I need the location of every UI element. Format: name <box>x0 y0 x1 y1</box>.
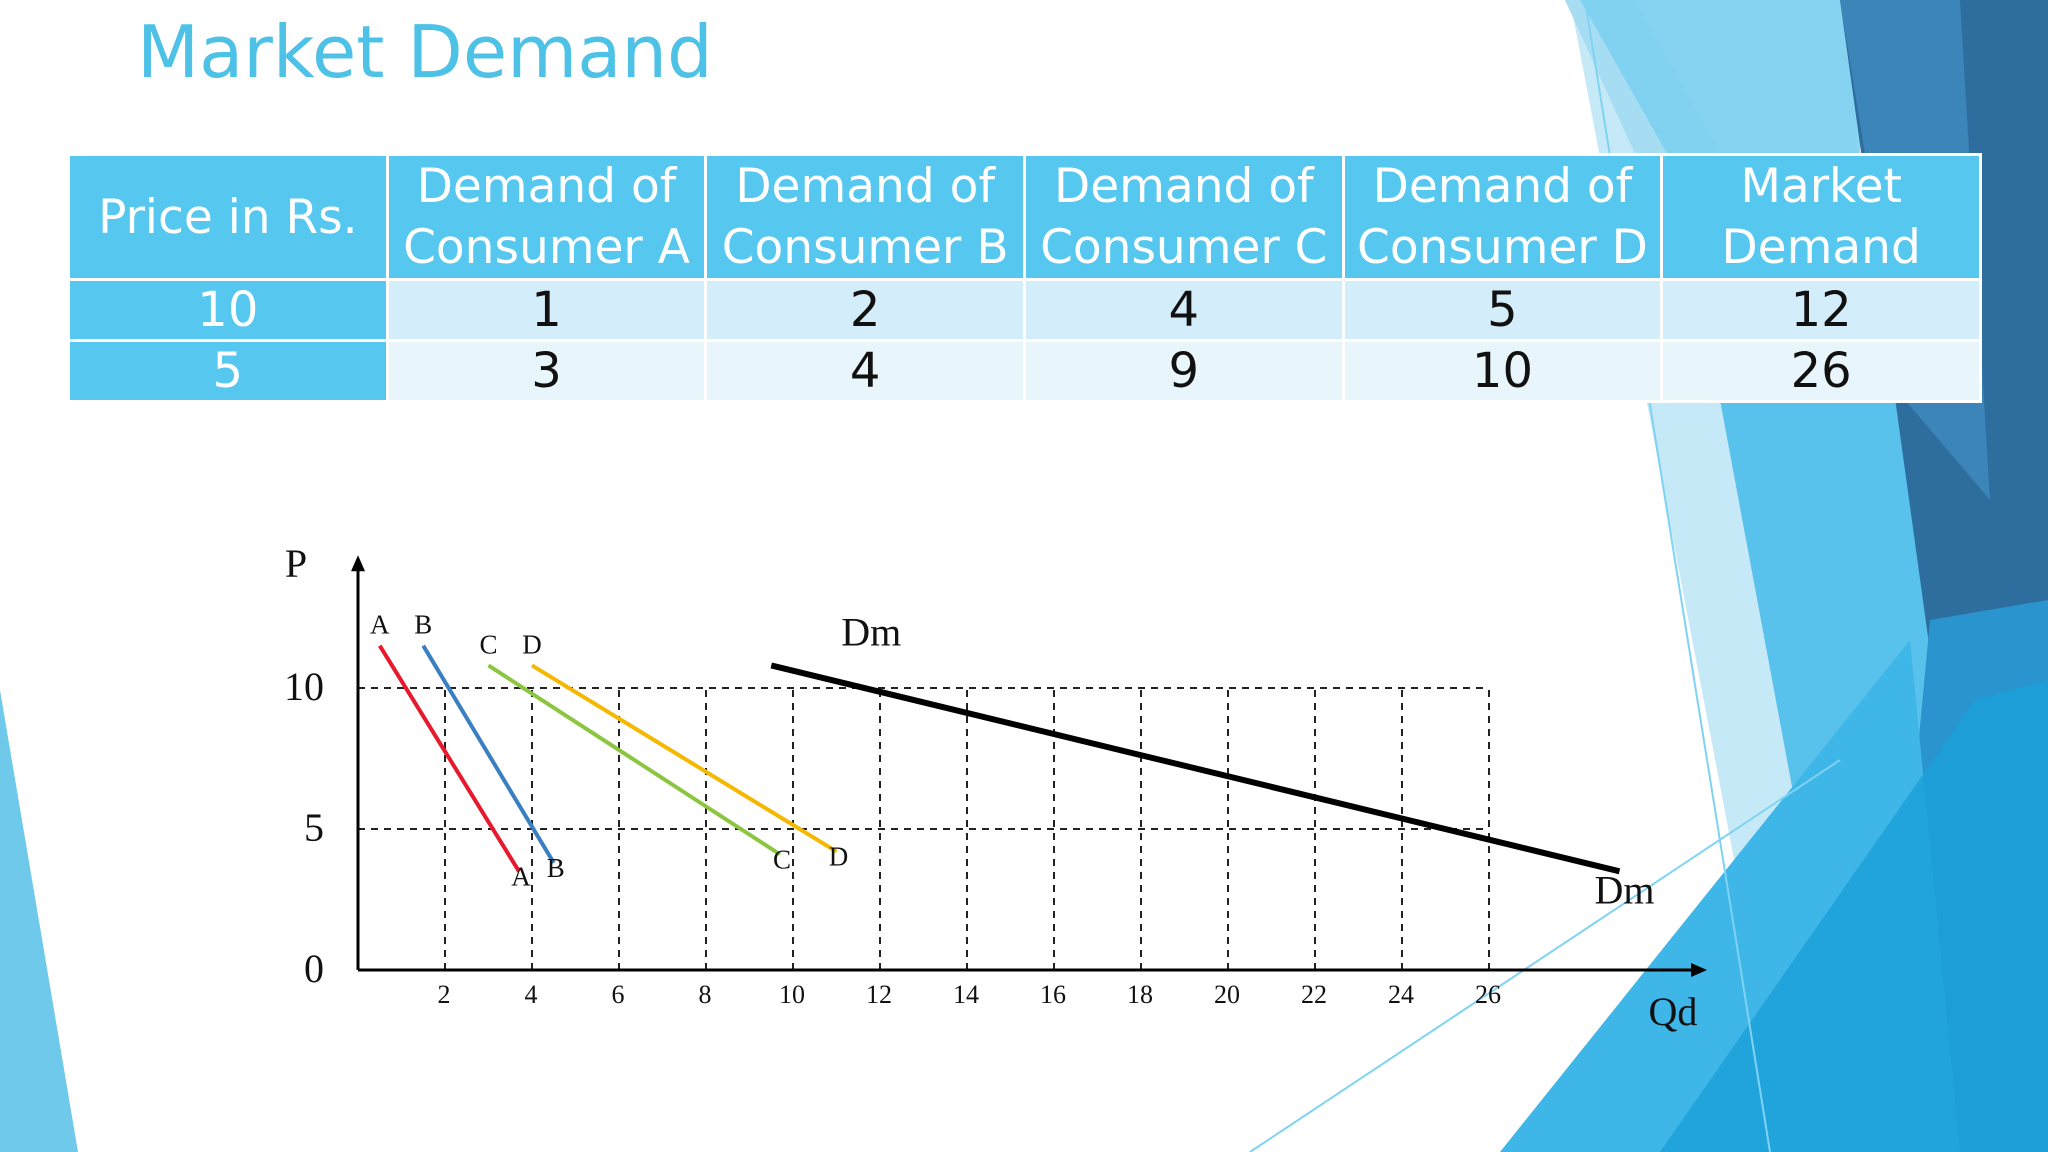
series-label-a-start: A <box>370 610 390 640</box>
header-market-demand: Market Demand <box>1660 153 1982 281</box>
bg-shape-left <box>0 690 78 1152</box>
table-row: 5 3 4 9 10 26 <box>67 339 1982 403</box>
series-label-dm-end: Dm <box>1595 867 1655 912</box>
series-line-c <box>487 663 782 857</box>
x-tick-label: 4 <box>525 980 538 1009</box>
cell-market-demand: 12 <box>1660 278 1982 342</box>
demand-table: Price in Rs. Demand of Consumer A Demand… <box>67 153 1982 403</box>
header-consumer-b: Demand of Consumer B <box>704 153 1026 281</box>
series-line-a <box>378 644 521 873</box>
series-label-a-end: A <box>511 861 531 891</box>
y-tick-label: 10 <box>284 664 324 709</box>
cell-price: 10 <box>67 278 389 342</box>
cell-demand-d: 5 <box>1341 278 1664 342</box>
x-tick-label: 10 <box>779 980 805 1009</box>
cell-price: 5 <box>67 339 389 403</box>
series-label-b-start: B <box>414 610 432 640</box>
demand-schedule-table: Price in Rs. Demand of Consumer A Demand… <box>67 153 1982 403</box>
cell-demand-d: 10 <box>1341 339 1664 403</box>
header-consumer-d: Demand of Consumer D <box>1341 153 1664 281</box>
cell-demand-b: 2 <box>704 278 1026 342</box>
x-tick-label: 2 <box>438 980 451 1009</box>
table-header-row: Price in Rs. Demand of Consumer A Demand… <box>67 153 1982 281</box>
series-label-dm-start: Dm <box>841 609 901 654</box>
x-tick-label: 16 <box>1040 980 1066 1009</box>
series-label-b-end: B <box>547 853 565 883</box>
y-axis-label: P <box>285 541 307 586</box>
x-tick-label: 6 <box>612 980 625 1009</box>
series-label-c-end: C <box>773 844 791 874</box>
cell-demand-a: 1 <box>385 278 708 342</box>
series-line-d <box>530 663 838 854</box>
x-tick-label: 14 <box>953 980 979 1009</box>
x-tick-label: 20 <box>1214 980 1240 1009</box>
cell-demand-c: 4 <box>1022 278 1345 342</box>
x-tick-label: 18 <box>1127 980 1153 1009</box>
series-line-dm <box>770 662 1621 875</box>
header-consumer-c: Demand of Consumer C <box>1022 153 1345 281</box>
x-axis-label: Qd <box>1649 989 1698 1034</box>
x-tick-label: 26 <box>1475 980 1501 1009</box>
bg-shape-bottom-2 <box>1660 680 2048 1152</box>
x-axis-arrow <box>1691 963 1707 977</box>
x-tick-label: 8 <box>699 980 712 1009</box>
header-price: Price in Rs. <box>67 153 389 281</box>
cell-demand-a: 3 <box>385 339 708 403</box>
x-tick-label: 22 <box>1301 980 1327 1009</box>
header-consumer-a: Demand of Consumer A <box>385 153 708 281</box>
series-label-c-start: C <box>479 629 497 659</box>
series-label-d-end: D <box>829 842 849 872</box>
y-tick-label: 5 <box>304 805 324 850</box>
page-title: Market Demand <box>137 10 713 94</box>
bg-thin-line-2 <box>1249 759 1841 1152</box>
cell-demand-b: 4 <box>704 339 1026 403</box>
cell-market-demand: 26 <box>1660 339 1982 403</box>
x-tick-label: 24 <box>1388 980 1414 1009</box>
x-tick-label: 12 <box>866 980 892 1009</box>
cell-demand-c: 9 <box>1022 339 1345 403</box>
table-row: 10 1 2 4 5 12 <box>67 278 1982 342</box>
series-label-d-start: D <box>522 629 542 659</box>
series-line-b <box>421 644 556 864</box>
y-axis-arrow <box>351 555 365 572</box>
y-tick-label: 0 <box>304 946 324 991</box>
